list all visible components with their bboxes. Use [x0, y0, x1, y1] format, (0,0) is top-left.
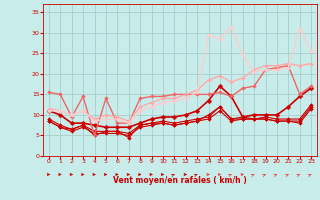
X-axis label: Vent moyen/en rafales ( km/h ): Vent moyen/en rafales ( km/h )	[113, 176, 247, 185]
